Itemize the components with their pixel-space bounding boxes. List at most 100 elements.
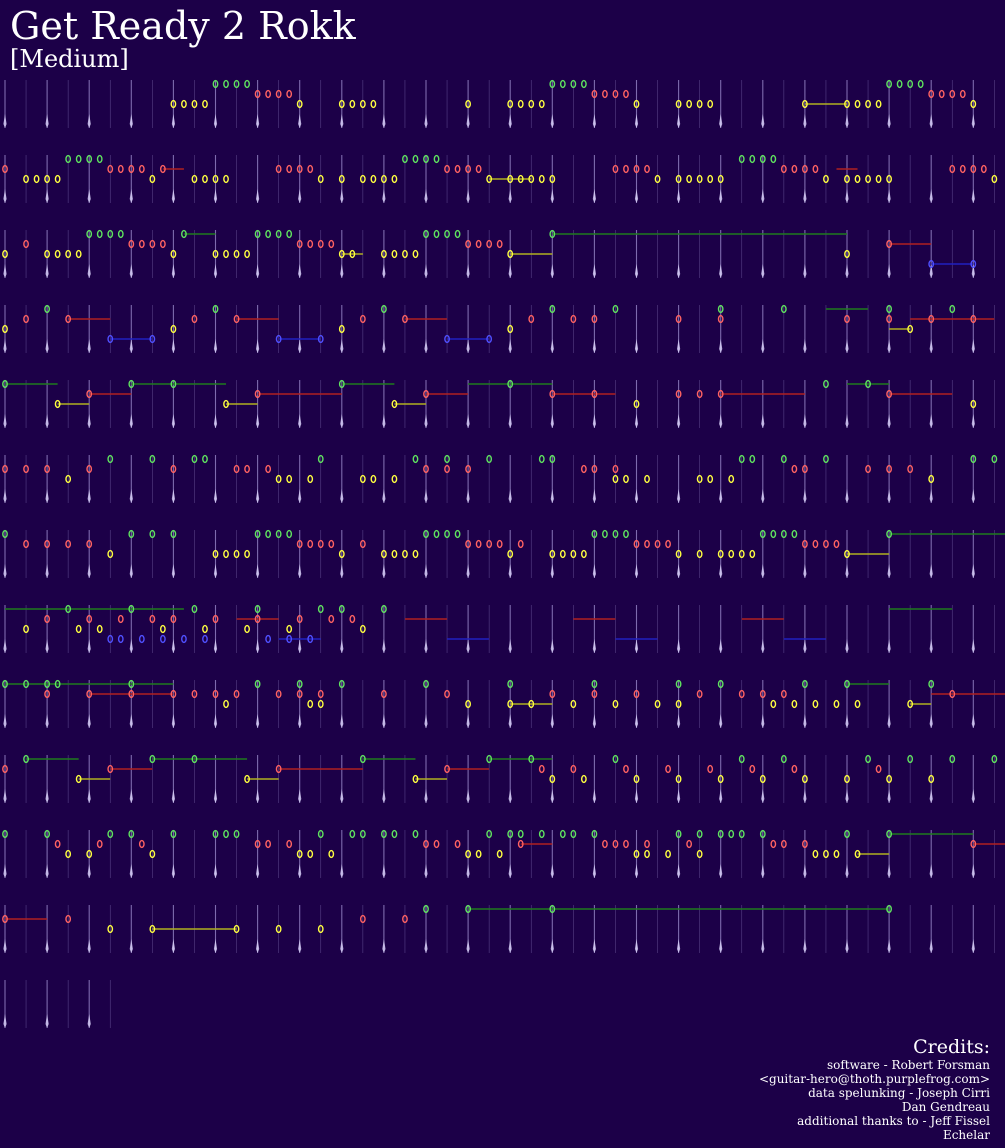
green-note (191, 754, 198, 764)
green-note (675, 829, 682, 839)
green-note (486, 454, 493, 464)
red-note (296, 164, 303, 174)
yellow-note (844, 549, 850, 559)
red-note (949, 689, 956, 699)
credit-line: Dan Gendreau (901, 1100, 990, 1114)
red-note (138, 164, 145, 174)
measure-marker (719, 264, 723, 278)
green-note (780, 529, 787, 539)
yellow-note (612, 699, 619, 709)
red-note (717, 389, 724, 399)
green-note (886, 79, 892, 89)
measure-marker (213, 789, 218, 803)
measure-marker (466, 864, 470, 878)
measure-marker (213, 714, 218, 728)
measure-marker (298, 489, 302, 503)
green-note (559, 829, 566, 839)
measure-marker (382, 414, 386, 428)
yellow-note (696, 174, 703, 184)
red-note (244, 464, 250, 474)
green-note (602, 529, 608, 539)
yellow-note (307, 849, 314, 859)
red-note (138, 839, 145, 849)
red-note (96, 839, 103, 849)
green-note (212, 829, 219, 839)
measure-marker (298, 189, 302, 203)
measure-marker (634, 939, 639, 953)
green-note (802, 679, 808, 689)
green-note (265, 229, 272, 239)
measure-marker (761, 789, 765, 803)
green-note (444, 229, 450, 239)
measure-marker (803, 489, 807, 503)
red-note (528, 314, 535, 324)
measure-marker (761, 339, 765, 353)
measure-marker (550, 114, 554, 128)
green-note (423, 904, 429, 914)
green-note (96, 229, 103, 239)
red-note (286, 164, 293, 174)
measure-marker (634, 564, 639, 578)
measure-marker (550, 339, 554, 353)
yellow-note (54, 249, 61, 259)
yellow-note (338, 549, 345, 559)
blue-note (444, 334, 450, 344)
red-note (423, 839, 429, 849)
measure-marker (129, 339, 133, 353)
green-note (444, 454, 450, 464)
yellow-note (23, 624, 29, 634)
yellow-note (675, 774, 682, 784)
measure-marker (550, 864, 554, 878)
red-note (254, 839, 261, 849)
credit-line: additional thanks to - Jeff Fissel (797, 1114, 990, 1128)
green-note (549, 79, 556, 89)
yellow-note (854, 849, 861, 859)
red-note (149, 239, 156, 249)
measure-marker (87, 489, 91, 503)
yellow-note (844, 99, 850, 109)
measure-marker (466, 789, 470, 803)
measure-marker (508, 864, 512, 878)
red-note (423, 464, 429, 474)
measure-marker (298, 864, 302, 878)
yellow-note (717, 549, 724, 559)
measure-marker (508, 789, 512, 803)
green-note (65, 154, 72, 164)
yellow-note (338, 249, 345, 259)
credit-line: Echelar (942, 1128, 990, 1142)
red-note (496, 239, 503, 249)
measure-marker (592, 939, 596, 953)
measure-marker (256, 339, 260, 353)
red-note (138, 239, 145, 249)
measure-marker (340, 114, 344, 128)
red-note (117, 614, 124, 624)
green-note (454, 229, 461, 239)
measure-marker (129, 264, 133, 278)
yellow-note (507, 99, 514, 109)
measure-marker (424, 264, 428, 278)
measure-marker (803, 864, 807, 878)
red-note (254, 614, 261, 624)
yellow-note (696, 474, 703, 484)
yellow-note (654, 699, 661, 709)
green-note (549, 229, 556, 239)
measure-marker (719, 114, 723, 128)
measure-marker (971, 939, 975, 953)
measure-marker (887, 864, 891, 878)
yellow-note (865, 174, 871, 184)
measure-marker (761, 489, 765, 503)
green-note (149, 529, 156, 539)
yellow-note (44, 174, 50, 184)
green-note (970, 454, 977, 464)
yellow-note (170, 99, 177, 109)
yellow-note (86, 849, 93, 859)
yellow-note (75, 774, 82, 784)
measure-marker (592, 789, 596, 803)
red-note (2, 914, 8, 924)
red-note (212, 614, 219, 624)
green-note (191, 454, 198, 464)
measure-marker (382, 714, 386, 728)
measure-marker (87, 564, 91, 578)
yellow-note (528, 174, 535, 184)
red-note (949, 89, 956, 99)
